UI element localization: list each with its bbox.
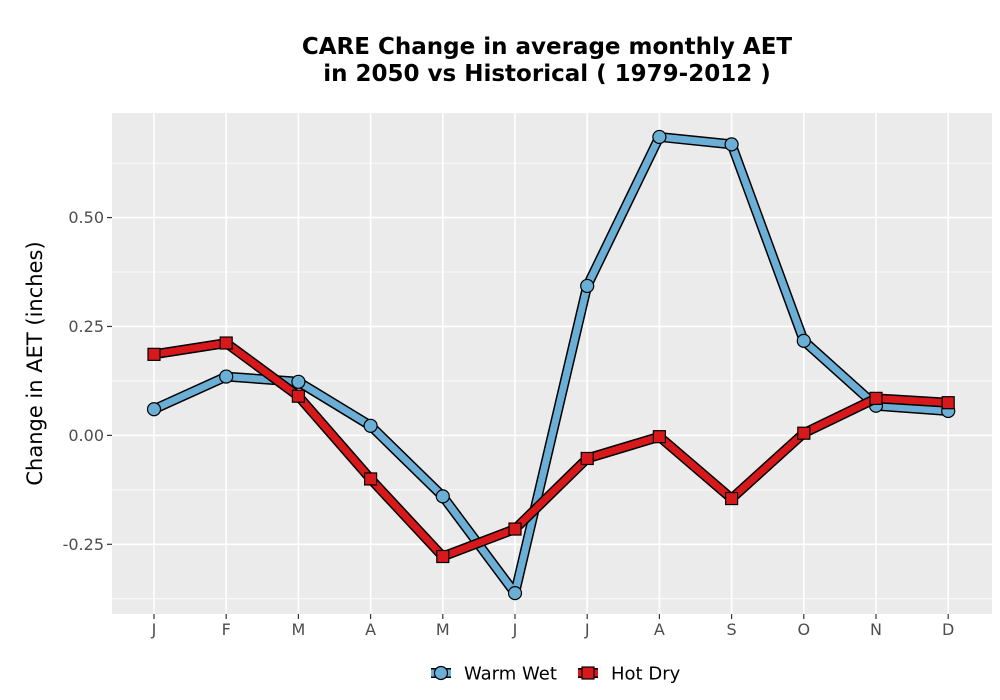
series-hot-dry (147, 336, 955, 564)
legend-key-marker (581, 666, 595, 680)
y-tick-label: 0.25 (68, 317, 104, 336)
x-tick-label: D (942, 620, 954, 639)
x-tick-label: O (798, 620, 811, 639)
data-point (291, 389, 305, 403)
y-tick-label: 0.00 (68, 426, 104, 445)
series-line (150, 133, 952, 597)
y-axis-label: Change in AET (inches) (23, 241, 47, 485)
data-point (580, 451, 594, 466)
legend-item-warm-wet: Warm Wet (431, 664, 557, 685)
plot-panel (112, 113, 992, 614)
y-tick-label: 0.50 (68, 208, 104, 227)
series-layer (146, 129, 956, 601)
x-tick-label: A (365, 620, 376, 639)
data-point (436, 549, 450, 564)
legend-label: Warm Wet (464, 664, 557, 685)
data-point (796, 333, 811, 348)
x-tick-label: M (436, 620, 450, 639)
legend-key-marker (433, 665, 449, 681)
data-point (652, 430, 667, 444)
chart-title-line-2: in 2050 vs Historical ( 1979-2012 ) (323, 61, 770, 87)
legend: Warm Wet Hot Dry (431, 664, 681, 685)
major-gridlines (112, 113, 992, 614)
data-point (652, 129, 667, 145)
y-axis: -0.25 0.00 0.25 0.50 (63, 208, 112, 554)
data-point (435, 489, 450, 504)
x-tick-label: A (654, 620, 665, 639)
series-warm-wet (146, 129, 956, 601)
x-tick-label: M (291, 620, 305, 639)
x-tick-label: J (584, 620, 590, 639)
data-point (724, 137, 739, 152)
x-tick-label: S (727, 620, 737, 639)
y-tick-label: -0.25 (63, 535, 104, 554)
data-point (363, 418, 378, 433)
series-line (150, 339, 952, 560)
x-tick-label: N (870, 620, 882, 639)
data-point (580, 278, 595, 294)
data-point (219, 369, 234, 384)
data-point (507, 585, 523, 601)
data-point (364, 472, 378, 486)
x-tick-label: J (151, 620, 157, 639)
x-tick-label: J (512, 620, 518, 639)
legend-label: Hot Dry (611, 664, 681, 685)
data-point (146, 402, 162, 417)
x-tick-label: F (222, 620, 231, 639)
data-point (147, 347, 161, 361)
data-point (797, 426, 811, 440)
data-point (508, 522, 522, 536)
data-point (291, 374, 306, 389)
chart-title-line-1: CARE Change in average monthly AET (302, 34, 793, 60)
legend-item-hot-dry: Hot Dry (578, 664, 681, 685)
chart-title: CARE Change in average monthly AET in 20… (302, 34, 793, 87)
data-point (869, 391, 883, 405)
data-point (219, 336, 233, 350)
data-point (941, 396, 955, 410)
data-point (724, 491, 739, 506)
